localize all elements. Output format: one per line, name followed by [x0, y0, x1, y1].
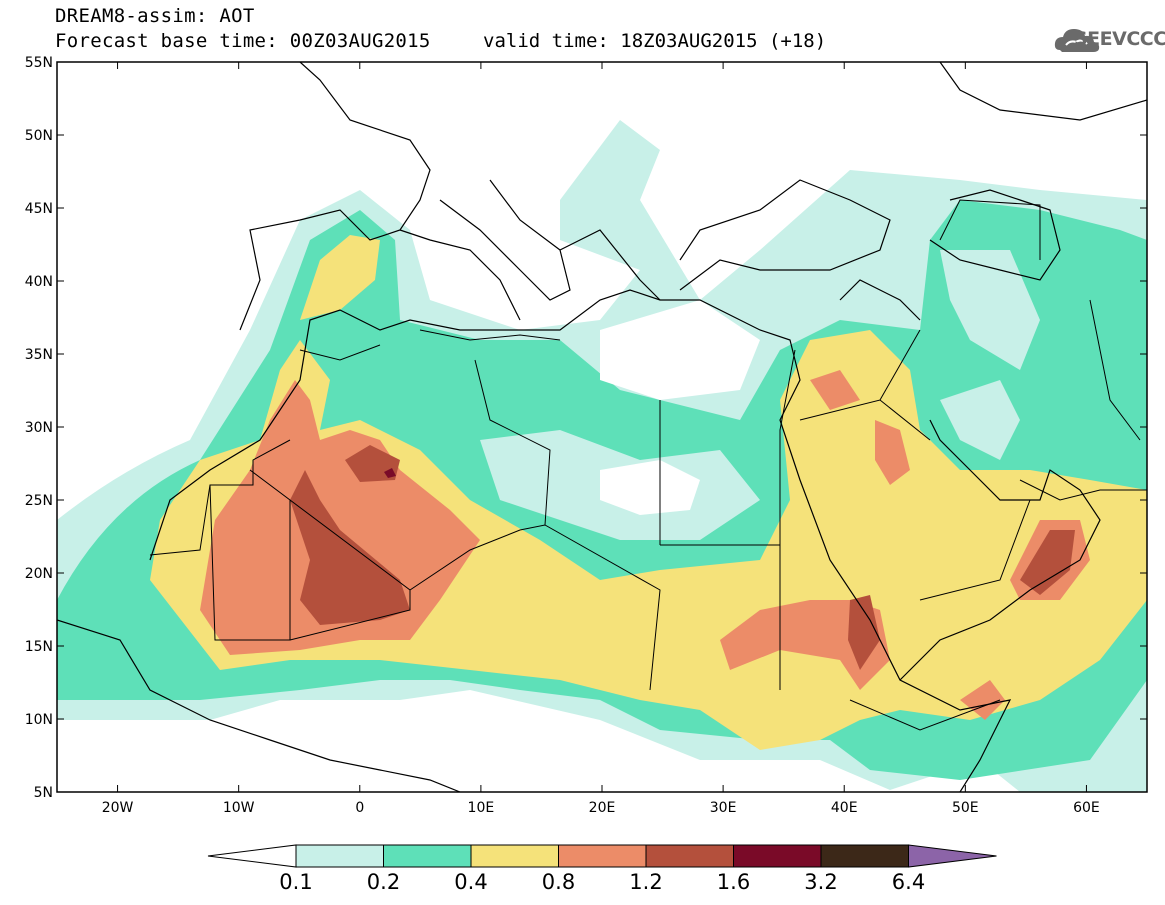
lat-label-40N: 40N: [25, 274, 53, 290]
aot-contour-0.8-saudi: [875, 420, 910, 485]
clear-area-med: [600, 300, 760, 400]
logo-text: SEEVCCC: [1074, 28, 1165, 50]
colorbar-label: 1.2: [629, 870, 663, 894]
clear-area-caspian: [940, 250, 1040, 370]
colorbar-label: 3.2: [804, 870, 838, 894]
colorbar-label: 0.1: [279, 870, 313, 894]
aot-contour-0.8-somalia: [960, 680, 1005, 720]
colorbar-segment: [645, 844, 734, 868]
clear-area-libya-inner: [600, 460, 700, 515]
lat-label-10N: 10N: [25, 712, 53, 728]
colorbar: [207, 844, 997, 868]
lon-label-50E: 50E: [952, 800, 979, 816]
lon-label-10W: 10W: [223, 800, 255, 816]
colorbar-label: 1.6: [716, 870, 751, 894]
axis-ticks: [57, 61, 1147, 793]
colorbar-segment: [295, 844, 384, 868]
lat-label-15N: 15N: [25, 639, 53, 655]
lon-label-40E: 40E: [831, 800, 858, 816]
lon-label-20W: 20W: [102, 800, 134, 816]
lat-label-30N: 30N: [25, 420, 53, 436]
colorbar-label: 0.4: [454, 870, 488, 894]
aot-contour-1.2: [290, 470, 410, 625]
map-title: DREAM8-assim: AOT: [55, 5, 255, 27]
lat-label-35N: 35N: [25, 347, 53, 363]
colorbar-segment: [558, 844, 647, 868]
aot-contour-1.2-ethiopia: [848, 595, 880, 670]
aot-contour-0.8: [200, 380, 480, 655]
aot-contour-0.8-sudan: [720, 600, 890, 690]
lat-label-20N: 20N: [25, 566, 53, 582]
colorbar-segment: [470, 844, 559, 868]
lon-label-60E: 60E: [1073, 800, 1100, 816]
lat-label-45N: 45N: [25, 201, 53, 217]
colorbar-over-arrow: [908, 844, 997, 868]
cloud-logo-icon: [1054, 29, 1100, 52]
country-borders: [149, 199, 1147, 731]
clear-area-iran: [940, 380, 1020, 460]
aot-contour-1.6: [384, 468, 396, 478]
colorbar-label: 0.8: [541, 870, 576, 894]
aot-contour-0.8-iraq: [810, 370, 860, 410]
colorbar-segment: [820, 844, 909, 868]
lon-label-0: 0: [355, 800, 364, 816]
colorbar-label: 6.4: [891, 870, 926, 894]
lon-label-30E: 30E: [710, 800, 737, 816]
lat-label-50N: 50N: [25, 128, 53, 144]
colorbar-label: 0.2: [366, 870, 401, 894]
colorbar-segment: [733, 844, 822, 868]
aot-contour-0.4-iberia: [300, 235, 380, 320]
lat-label-25N: 25N: [25, 493, 53, 509]
longitude-labels: 20W 10W 0 10E 20E 30E 40E 50E 60E: [102, 800, 1100, 816]
latitude-labels: 55N 50N 45N 40N 35N 30N 25N 20N 15N 10N 5N: [25, 55, 53, 801]
lat-label-55N: 55N: [25, 55, 53, 71]
lat-label-5N: 5N: [34, 785, 53, 801]
lon-label-10E: 10E: [468, 800, 495, 816]
valid-time: valid time: 18Z03AUG2015 (+18): [483, 30, 827, 52]
colorbar-segment: [383, 844, 472, 868]
aot-contour-1.2-arabia: [1020, 530, 1075, 595]
lon-label-20E: 20E: [589, 800, 616, 816]
aot-field: [57, 62, 1147, 792]
coastlines: [57, 62, 1147, 792]
colorbar-under-arrow: [207, 844, 297, 868]
forecast-base-time: Forecast base time: 00Z03AUG2015: [55, 30, 431, 52]
